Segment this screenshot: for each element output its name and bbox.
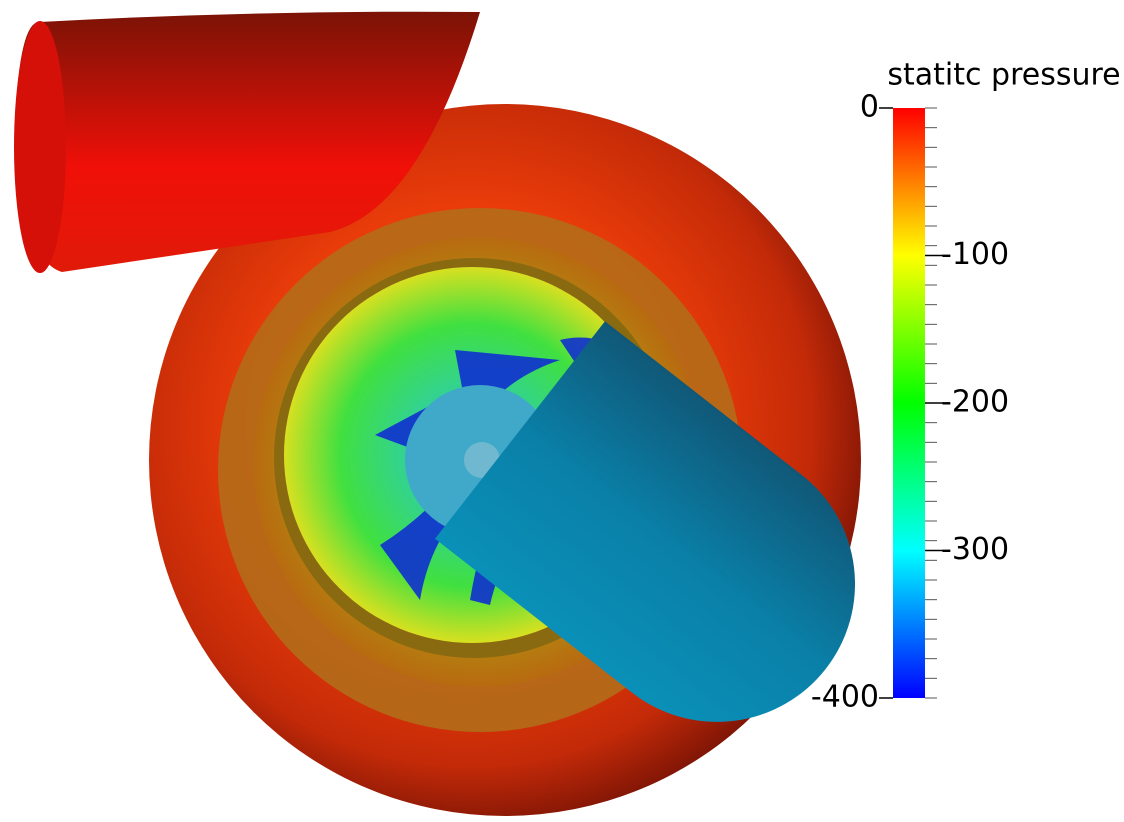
tick-label: -200 [941,385,1009,420]
tick-label: 0 [860,90,879,125]
tick-label: -300 [941,532,1009,567]
pump-render [14,11,861,816]
colorbar-title: statitc pressure [887,58,1120,93]
colorbar [893,108,925,698]
tick-label: -100 [941,237,1009,272]
tick-label: -400 [811,680,879,715]
